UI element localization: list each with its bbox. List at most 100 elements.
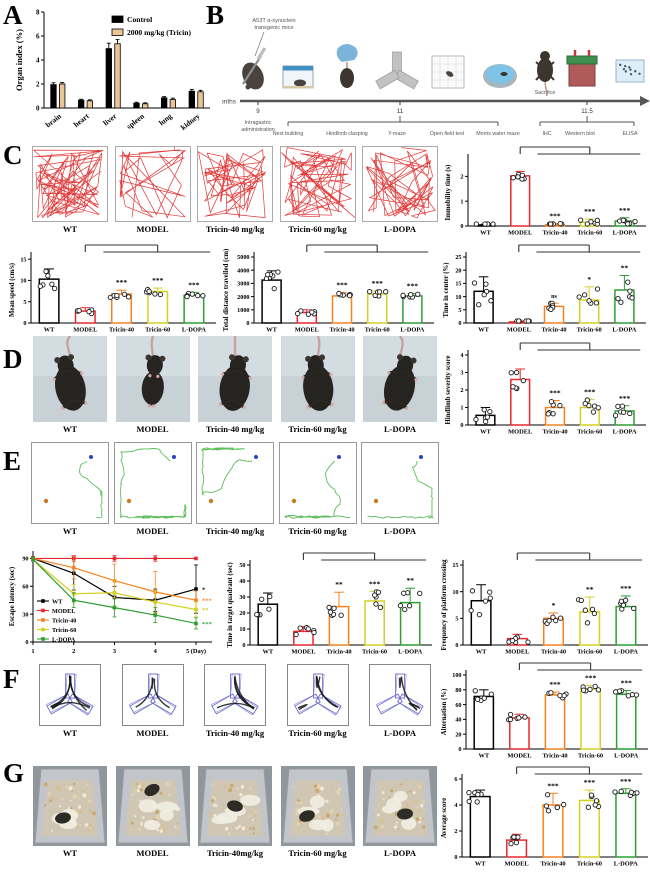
svg-text:MODEL: MODEL — [505, 861, 529, 868]
svg-text:months: months — [222, 99, 237, 106]
svg-text:Tricin-60: Tricin-60 — [362, 649, 387, 656]
open-field-trace-label: Tricin-40 mg/kg — [205, 224, 265, 234]
water-maze-trace-slot: Tricin-60 mg/kg — [278, 442, 358, 536]
svg-text:10: 10 — [239, 626, 245, 633]
svg-text:**: ** — [406, 576, 414, 585]
water-maze-trace-label: Tricin-60 mg/kg — [288, 526, 347, 536]
svg-text:***: *** — [584, 778, 596, 787]
nest-photo-1 — [115, 766, 190, 846]
svg-text:administration: administration — [241, 127, 275, 133]
y-maze-trace-slot: Tricin-40 mg/kg — [195, 664, 275, 738]
svg-text:*: * — [552, 601, 556, 610]
svg-text:5: 5 — [23, 299, 26, 306]
svg-text:2: 2 — [36, 80, 40, 88]
svg-text:Tricin-40: Tricin-40 — [542, 230, 567, 237]
svg-text:MODEL: MODEL — [73, 327, 97, 334]
svg-text:60: 60 — [455, 702, 461, 709]
svg-text:90: 90 — [22, 556, 28, 563]
y-maze-trace-label: Tricin-60 mg/kg — [288, 728, 347, 738]
bar-Tricin-60 — [579, 611, 601, 646]
total_distance-svg: 0 1000 2000 3000 4000 5000 Total distance trav… — [223, 244, 434, 334]
svg-text:Tricin-40: Tricin-40 — [542, 429, 567, 436]
svg-text:2: 2 — [72, 648, 75, 655]
y-maze-trace-slot: L-DOPA — [360, 664, 440, 738]
svg-text:30: 30 — [239, 594, 245, 601]
svg-text:Tricin-60: Tricin-60 — [145, 327, 170, 334]
svg-text:L-DOPA: L-DOPA — [612, 327, 636, 334]
svg-text:IHC: IHC — [542, 131, 551, 137]
svg-text:6: 6 — [454, 776, 457, 783]
svg-text:2000 mg/kg (Tricin): 2000 mg/kg (Tricin) — [127, 28, 191, 37]
open-field-trace-label: Tricin-60 mg/kg — [288, 224, 347, 234]
svg-text:5 (Day): 5 (Day) — [186, 648, 206, 655]
nest-photo-label: Tricin-40mg/kg — [206, 848, 264, 858]
hindlimb-score-chart: 0 1 2 3 4 Hindlimb severity score WT MODEL *** Tr… — [442, 338, 648, 438]
y-maze-trace-label: L-DOPA — [384, 728, 416, 738]
svg-text:L-DOPA: L-DOPA — [398, 649, 422, 656]
escape-latency-legend: WT MODEL Tricin-40 Tricin-60 L-DOPA — [37, 598, 76, 643]
water-maze-trace-slot: L-DOPA — [360, 442, 440, 536]
nest-photo-4 — [363, 766, 437, 846]
open-field-trace-slot: Tricin-60 mg/kg — [278, 146, 358, 234]
bar-L-DOPA — [615, 605, 637, 646]
svg-text:0: 0 — [455, 642, 458, 649]
bar-L-DOPA — [183, 294, 205, 324]
test-label: Morris water maze — [476, 131, 520, 137]
svg-text:WT: WT — [262, 649, 273, 656]
svg-text:10: 10 — [20, 278, 26, 285]
svg-text:Tricin-40: Tricin-40 — [109, 327, 134, 334]
svg-text:Frequency of platform crossing: Frequency of platform crossing — [441, 559, 448, 651]
y-maze-trace-label: WT — [62, 728, 78, 738]
water-maze-trace-label: L-DOPA — [384, 526, 416, 536]
svg-text:30: 30 — [22, 611, 28, 618]
svg-text:4: 4 — [454, 802, 457, 809]
svg-text:11.5: 11.5 — [581, 108, 593, 115]
svg-text:Tricin-40: Tricin-40 — [326, 649, 351, 656]
target_quadrant-svg: 0 10 20 30 40 50 Time in target quadrant (sec)… — [227, 552, 432, 656]
svg-text:4: 4 — [460, 352, 463, 359]
bar-Tricin-60 — [580, 688, 601, 750]
clasping-photo-slot: Tricin-60 mg/kg — [278, 336, 358, 434]
svg-text:Tricin-60: Tricin-60 — [578, 753, 603, 760]
endpoint-label: ELISA — [622, 131, 637, 137]
y-maze-trace-slot: Tricin-60 mg/kg — [278, 664, 358, 738]
svg-text:Hindlimb clasping: Hindlimb clasping — [326, 131, 368, 137]
svg-text:6: 6 — [36, 32, 40, 40]
svg-text:Tricin-60: Tricin-60 — [577, 429, 602, 436]
panel-label-f: F — [3, 664, 20, 694]
svg-text:***: *** — [407, 282, 419, 291]
test-label: Nest building — [273, 131, 304, 137]
svg-text:Escape latency (sec): Escape latency (sec) — [8, 566, 16, 626]
svg-text:5000: 5000 — [237, 254, 249, 261]
clasping-photo-2 — [198, 336, 272, 422]
svg-text:***: *** — [620, 777, 632, 786]
svg-text:liver: liver — [101, 111, 119, 127]
svg-text:WT: WT — [52, 598, 63, 605]
average-score-chart: 0 2 4 6 Average score WT MODEL *** Tricin-40 *** T… — [438, 762, 650, 870]
svg-text:***: *** — [584, 207, 596, 216]
svg-text:3: 3 — [113, 648, 116, 655]
svg-text:Tricin-60: Tricin-60 — [52, 627, 76, 634]
svg-text:4: 4 — [154, 648, 158, 655]
clasping-photo-label: Tricin-60 mg/kg — [288, 424, 347, 434]
clasping-photo-slot: L-DOPA — [360, 336, 440, 434]
organ-index-chart: 0 2 4 6 8 Organ index (%) brain heart liver splee… — [14, 4, 212, 140]
svg-text:***: *** — [585, 673, 597, 682]
y-maze-trace-slot: WT — [30, 664, 110, 738]
open-field-trace-label: MODEL — [136, 224, 169, 234]
water-maze-trace-slot: MODEL — [113, 442, 193, 536]
nest-photo-label: MODEL — [136, 848, 169, 858]
svg-text:WT: WT — [476, 649, 487, 656]
bar-WT — [470, 599, 492, 646]
water-maze-trace-slot: Tricin-40 mg/kg — [195, 442, 275, 536]
y-maze-trace-3 — [286, 664, 349, 726]
svg-text:15: 15 — [452, 562, 458, 569]
svg-text:***: *** — [619, 394, 631, 403]
svg-text:2: 2 — [460, 387, 463, 394]
svg-text:L-DOPA: L-DOPA — [400, 327, 424, 334]
svg-text:0: 0 — [458, 746, 461, 753]
svg-text:Tricin-40: Tricin-40 — [542, 753, 567, 760]
immobility-svg: 0 1 2 Immobility time (s) WT MODEL *** Tricin-4… — [445, 146, 646, 237]
open-field-trace-1 — [114, 146, 191, 222]
